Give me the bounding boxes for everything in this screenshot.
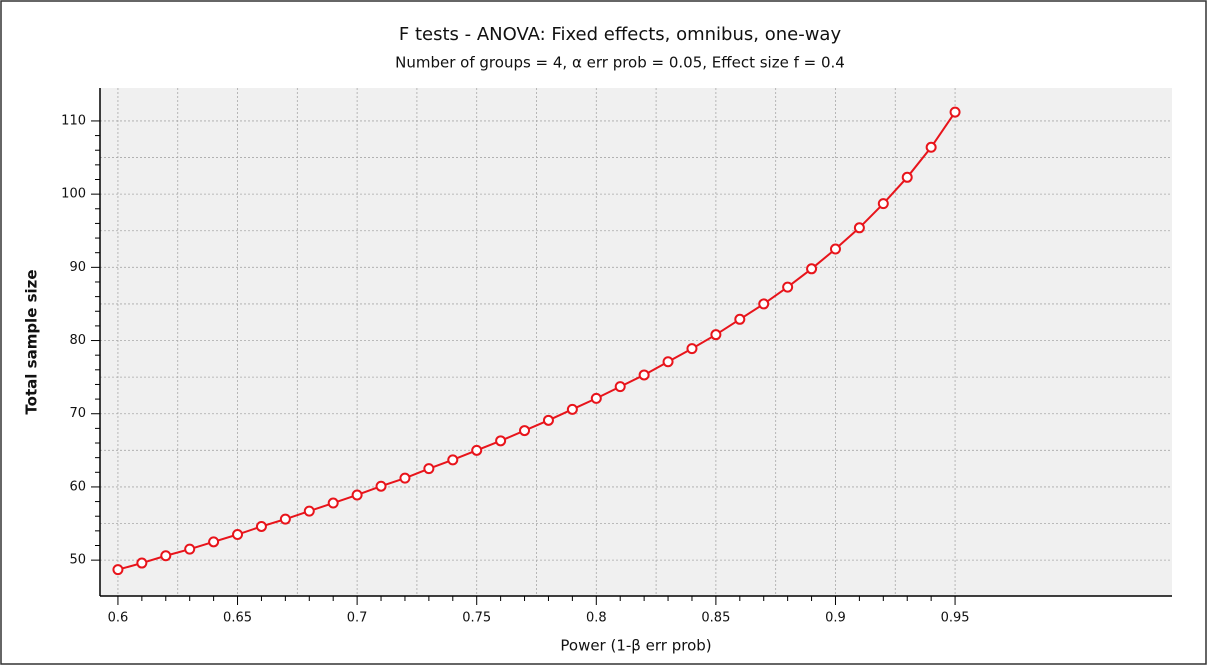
y-axis-label: Total sample size: [23, 269, 41, 414]
data-point: [853, 222, 865, 234]
data-point: [614, 381, 626, 393]
x-tick-label: 0.75: [462, 611, 491, 626]
data-point: [112, 564, 124, 576]
data-point: [758, 298, 770, 310]
chart-title: F tests - ANOVA: Fixed effects, omnibus,…: [399, 24, 842, 45]
data-point: [806, 263, 818, 275]
data-point: [351, 489, 363, 501]
data-point: [447, 454, 459, 466]
data-point: [495, 435, 507, 447]
y-tick-label: 80: [69, 333, 86, 348]
data-point: [279, 513, 291, 525]
y-tick-label: 110: [61, 113, 86, 128]
data-point: [542, 414, 554, 426]
data-point: [136, 557, 148, 569]
chart-subtitle: Number of groups = 4, α err prob = 0.05,…: [395, 54, 845, 72]
data-point: [949, 106, 961, 118]
data-point: [686, 343, 698, 355]
data-point: [734, 313, 746, 325]
data-point: [471, 444, 483, 456]
data-point: [232, 529, 244, 541]
y-tick-label: 60: [69, 479, 86, 494]
data-point: [184, 543, 196, 555]
data-point: [829, 243, 841, 255]
data-point: [519, 425, 531, 437]
y-tick-label: 90: [69, 260, 86, 275]
data-point: [901, 171, 913, 183]
x-tick-label: 0.65: [223, 611, 252, 626]
x-tick-label: 0.8: [586, 611, 607, 626]
data-point: [710, 329, 722, 341]
x-tick-label: 0.95: [941, 611, 970, 626]
data-point: [375, 480, 387, 492]
data-point: [208, 536, 220, 548]
data-point: [662, 356, 674, 368]
data-point: [925, 141, 937, 153]
data-point: [160, 550, 172, 562]
y-tick-label: 50: [69, 553, 86, 568]
x-tick-label: 0.7: [347, 611, 368, 626]
data-point: [782, 281, 794, 293]
data-point: [877, 198, 889, 210]
x-tick-label: 0.6: [108, 611, 129, 626]
x-axis-label: Power (1-β err prob): [560, 637, 711, 655]
data-point: [399, 472, 411, 484]
data-point: [566, 403, 578, 415]
data-point: [327, 497, 339, 509]
x-tick-label: 0.85: [701, 611, 730, 626]
plot-area: [100, 88, 1172, 596]
data-point: [590, 392, 602, 404]
data-point: [255, 520, 267, 532]
data-point: [423, 463, 435, 475]
data-point: [638, 369, 650, 381]
data-point: [303, 505, 315, 517]
y-tick-label: 100: [61, 187, 86, 202]
y-tick-label: 70: [69, 406, 86, 421]
x-tick-label: 0.9: [825, 611, 846, 626]
